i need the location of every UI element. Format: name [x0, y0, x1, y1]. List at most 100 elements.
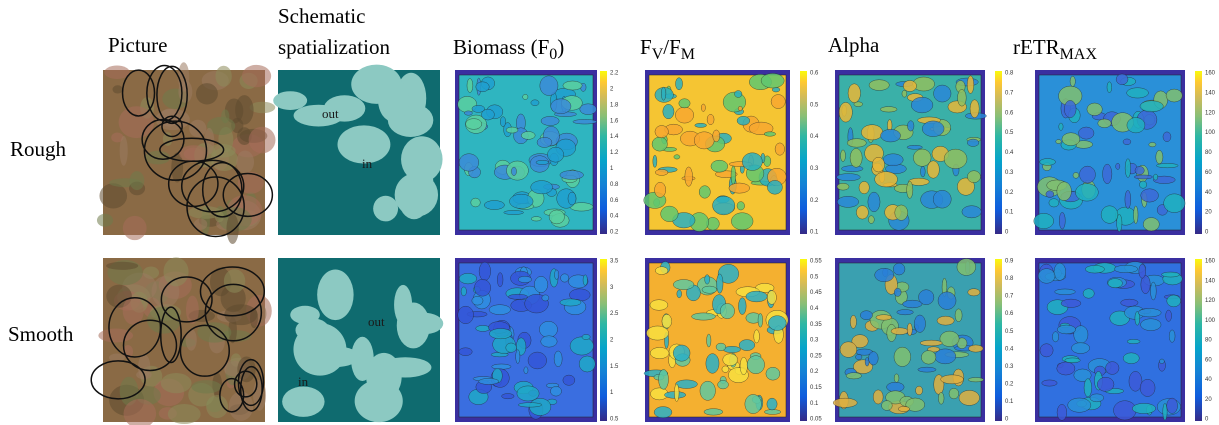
schematic-patch — [394, 284, 413, 325]
map-blob — [872, 389, 884, 405]
colorbar-tick-label: 0.2 — [1005, 381, 1014, 387]
map-blob — [1058, 122, 1064, 131]
schematic-patch — [379, 357, 432, 378]
colorbar-tick-label: 80 — [1205, 150, 1212, 156]
map-blob — [1122, 352, 1140, 364]
map-blob — [1073, 368, 1092, 382]
map-blob — [881, 400, 893, 411]
colorbar-tick-label: 0.4 — [810, 134, 819, 140]
map-blob — [505, 342, 517, 353]
photo-texture — [129, 171, 145, 191]
map-blob — [846, 138, 867, 148]
map-blob — [894, 287, 902, 297]
map-blob — [897, 406, 910, 412]
photo-texture — [235, 95, 254, 125]
map-blob — [662, 104, 675, 120]
colorbar-tick-label: 80 — [1205, 338, 1212, 344]
colorbar-tick-label: 1.8 — [610, 102, 619, 108]
map-blob — [721, 365, 730, 373]
photo-texture — [236, 150, 255, 174]
map-blob — [936, 315, 955, 326]
map-blob — [475, 81, 490, 93]
map-blob — [841, 165, 864, 172]
map-blob — [836, 173, 861, 182]
map-blob — [872, 156, 885, 173]
colorbar-tick-label: 0.3 — [1005, 170, 1014, 176]
map-blob — [967, 138, 980, 147]
map-blob — [491, 363, 512, 370]
map-blob — [845, 372, 862, 380]
colorbar-tick-label: 0 — [1005, 417, 1009, 423]
header-picture: Picture — [108, 33, 167, 57]
map-blob — [838, 102, 853, 123]
map-blob — [516, 385, 540, 402]
map-blob — [893, 262, 906, 276]
map-blob — [548, 209, 565, 225]
photo-texture — [122, 296, 144, 325]
map-blob — [501, 393, 515, 400]
photo-outline — [180, 159, 245, 213]
map-blob — [907, 322, 913, 337]
map-blob — [1069, 75, 1076, 87]
map-blob — [968, 344, 984, 353]
map-blob — [1079, 165, 1096, 184]
colorbar-tick-label: 1 — [610, 390, 614, 396]
map-blob — [535, 160, 549, 165]
map-blob — [534, 276, 549, 293]
map-blob — [539, 321, 558, 338]
colorbar-tick-label: 1 — [610, 166, 614, 172]
map-blob — [1078, 126, 1095, 140]
schematic-label: out — [368, 314, 385, 329]
map-blob — [712, 129, 721, 143]
map-blob — [868, 215, 875, 224]
map-blob — [906, 181, 914, 199]
schematic-patch — [282, 386, 325, 417]
map-blob — [661, 86, 667, 101]
map-blob — [1064, 357, 1081, 364]
map-blob — [1033, 213, 1054, 229]
map-blob — [518, 402, 542, 408]
map-blob — [649, 347, 670, 359]
colorbar-tick-label: 0.1 — [1005, 210, 1014, 216]
map-blob — [850, 315, 857, 329]
map-blob — [1067, 397, 1092, 413]
map-blob — [906, 145, 923, 150]
map-blob — [1153, 175, 1176, 184]
map-blob — [920, 166, 926, 178]
map-blob — [837, 196, 859, 208]
map-blob — [922, 120, 945, 137]
photo-texture — [191, 380, 222, 394]
map-blob — [868, 351, 879, 366]
map-blob — [1126, 117, 1146, 134]
map-blob — [919, 339, 943, 347]
schematic-patch — [337, 125, 391, 164]
schematic-patch — [273, 91, 308, 110]
map-blob — [536, 137, 553, 148]
map-blob — [765, 367, 781, 381]
map-blob — [1106, 81, 1112, 93]
map-blob — [698, 185, 711, 199]
map-blob — [1082, 288, 1095, 299]
photo-texture — [163, 257, 189, 287]
map-blob — [956, 258, 976, 276]
map-blob — [918, 289, 935, 305]
map-blob — [554, 269, 559, 280]
map-blob — [1166, 397, 1178, 414]
photo-outline — [121, 69, 156, 117]
map-blob — [550, 98, 572, 114]
map-blob — [654, 182, 666, 198]
map-blob — [505, 126, 519, 134]
map-blob — [1059, 212, 1066, 230]
map-blob — [517, 276, 532, 283]
colorbar-tick-label: 0.4 — [810, 306, 819, 312]
colorbar-tick-label: 0.6 — [810, 71, 819, 77]
map-blob — [1138, 263, 1146, 279]
map-blob — [646, 325, 669, 341]
map-blob — [764, 409, 781, 415]
map-blob — [701, 285, 718, 294]
colorbar-tick-label: 0 — [1205, 230, 1209, 236]
map-blob — [655, 266, 669, 275]
map-blob — [836, 183, 850, 191]
photo-texture — [248, 126, 276, 154]
